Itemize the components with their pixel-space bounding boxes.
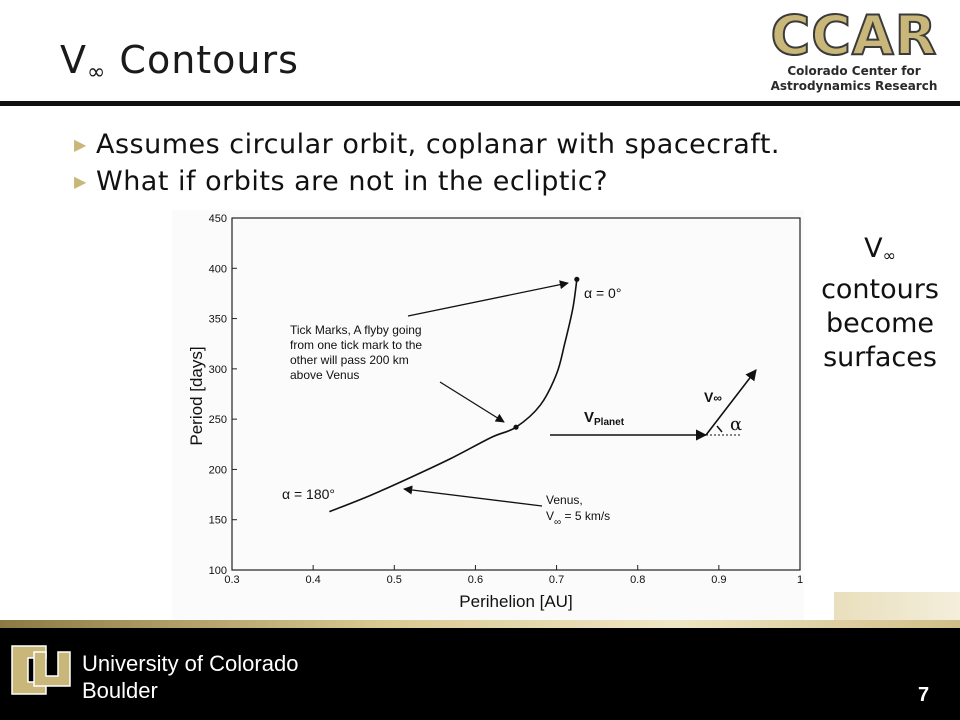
x-axis-label: Perihelion [AU] bbox=[459, 592, 572, 611]
annotation-alpha-180: α = 180° bbox=[282, 486, 335, 502]
plot-frame bbox=[231, 217, 801, 571]
footer-gold-box bbox=[834, 592, 960, 622]
y-axis-ticks: 100 150 200 250 300 350 400 450 bbox=[209, 213, 237, 577]
bullet-arrow-icon: ▶ bbox=[74, 135, 87, 154]
x-tick-label: 0.3 bbox=[224, 574, 239, 586]
alpha-label: α bbox=[730, 414, 742, 435]
x-axis-ticks: 0.3 0.4 0.5 0.6 0.7 0.8 0.9 1 bbox=[224, 565, 803, 586]
y-tick-label: 100 bbox=[209, 565, 227, 577]
ccar-logo-line1: Colorado Center for bbox=[787, 64, 921, 78]
y-tick-label: 450 bbox=[209, 213, 227, 225]
university-name: University of Colorado Boulder bbox=[82, 650, 298, 704]
bullet-arrow-icon: ▶ bbox=[74, 172, 87, 191]
ccar-logo: CCAR Colorado Center for Astrodynamics R… bbox=[768, 4, 940, 94]
annotation-venus-line1: Venus, bbox=[546, 493, 583, 507]
v-planet-label: VPlanet bbox=[584, 409, 625, 428]
annotation-alpha-0: α = 0° bbox=[584, 285, 621, 301]
title-text: Contours bbox=[106, 38, 299, 82]
annotation-venus-sub: ∞ bbox=[554, 517, 561, 528]
bullet-text: What if orbits are not in the ecliptic? bbox=[96, 166, 609, 197]
chart-background bbox=[172, 210, 804, 620]
annotation-ticks-line1: Tick Marks, A flyby going bbox=[290, 323, 422, 337]
annotation-venus-line2: V∞ = 5 km/s bbox=[546, 509, 610, 528]
university-line1: University of Colorado bbox=[82, 651, 299, 676]
annotation-arrow-venus bbox=[403, 485, 543, 507]
annotation-ticks-line2: from one tick mark to the bbox=[290, 338, 422, 352]
annotation-venus-v: V bbox=[546, 509, 554, 523]
annotation-ticks-line4: above Venus bbox=[290, 368, 359, 382]
footer-gold-strip bbox=[0, 620, 960, 628]
cu-logo-icon bbox=[11, 645, 71, 695]
alpha-angle-mark bbox=[716, 425, 723, 433]
x-tick-label: 0.8 bbox=[630, 574, 645, 586]
side-note: V∞ contours become surfaces bbox=[805, 232, 955, 375]
ccar-logo-word: CCAR bbox=[770, 4, 938, 67]
velocity-inset: VPlanet V∞ α bbox=[550, 369, 757, 441]
side-note-v-letter: V bbox=[864, 233, 883, 264]
y-tick-label: 250 bbox=[209, 414, 227, 426]
y-tick-label: 300 bbox=[209, 364, 227, 376]
annotation-ticks-line3: other will pass 200 km bbox=[290, 353, 409, 367]
side-note-line3: surfaces bbox=[823, 342, 937, 373]
x-tick-label: 0.7 bbox=[549, 574, 564, 586]
university-line2: Boulder bbox=[82, 678, 158, 703]
side-note-v: V∞ bbox=[805, 232, 955, 273]
y-tick-label: 400 bbox=[209, 263, 227, 275]
v-planet-sub: Planet bbox=[594, 417, 625, 428]
v-infinity-sub: ∞ bbox=[713, 391, 722, 405]
curve-tick-marker bbox=[513, 424, 519, 430]
v-infinity-main: V bbox=[704, 389, 714, 405]
x-tick-label: 0.9 bbox=[711, 574, 726, 586]
side-note-infinity: ∞ bbox=[882, 246, 896, 265]
bullet-item: ▶ Assumes circular orbit, coplanar with s… bbox=[74, 126, 780, 163]
title-v: V bbox=[60, 38, 87, 82]
y-tick-label: 200 bbox=[209, 464, 227, 476]
v-planet-main: V bbox=[584, 409, 594, 426]
y-tick-label: 350 bbox=[209, 314, 227, 326]
x-tick-label: 0.6 bbox=[468, 574, 483, 586]
period-perihelion-chart: 0.3 0.4 0.5 0.6 0.7 0.8 0.9 1 100 150 200 250 300 35… bbox=[172, 210, 804, 620]
slide-title: V∞ Contours bbox=[60, 38, 299, 85]
bullet-list: ▶ Assumes circular orbit, coplanar with s… bbox=[74, 126, 780, 200]
v-infinity-vector bbox=[705, 369, 757, 436]
title-divider bbox=[0, 101, 960, 106]
curve-markers bbox=[513, 276, 580, 430]
footer-band bbox=[0, 620, 960, 720]
curve-tick-marker bbox=[574, 276, 580, 282]
side-note-line2: become bbox=[825, 308, 935, 339]
annotation-venus-rest: = 5 km/s bbox=[561, 509, 610, 523]
annotation-arrow-alpha0 bbox=[407, 280, 569, 317]
title-infinity-subscript: ∞ bbox=[87, 60, 107, 85]
y-axis-label: Period [days] bbox=[187, 346, 206, 445]
bullet-text: Assumes circular orbit, coplanar with sp… bbox=[96, 129, 780, 160]
y-tick-label: 150 bbox=[209, 515, 227, 527]
x-tick-label: 0.4 bbox=[305, 574, 320, 586]
x-tick-label: 1 bbox=[797, 574, 803, 586]
x-tick-label: 0.5 bbox=[387, 574, 402, 586]
ccar-logo-line2: Astrodynamics Research bbox=[770, 79, 938, 93]
v-infinity-label: V∞ bbox=[704, 389, 722, 405]
side-note-line1: contours bbox=[821, 274, 939, 305]
bullet-item: ▶ What if orbits are not in the ecliptic? bbox=[74, 163, 780, 200]
annotation-arrow-tick bbox=[439, 381, 505, 423]
page-number: 7 bbox=[918, 684, 930, 706]
